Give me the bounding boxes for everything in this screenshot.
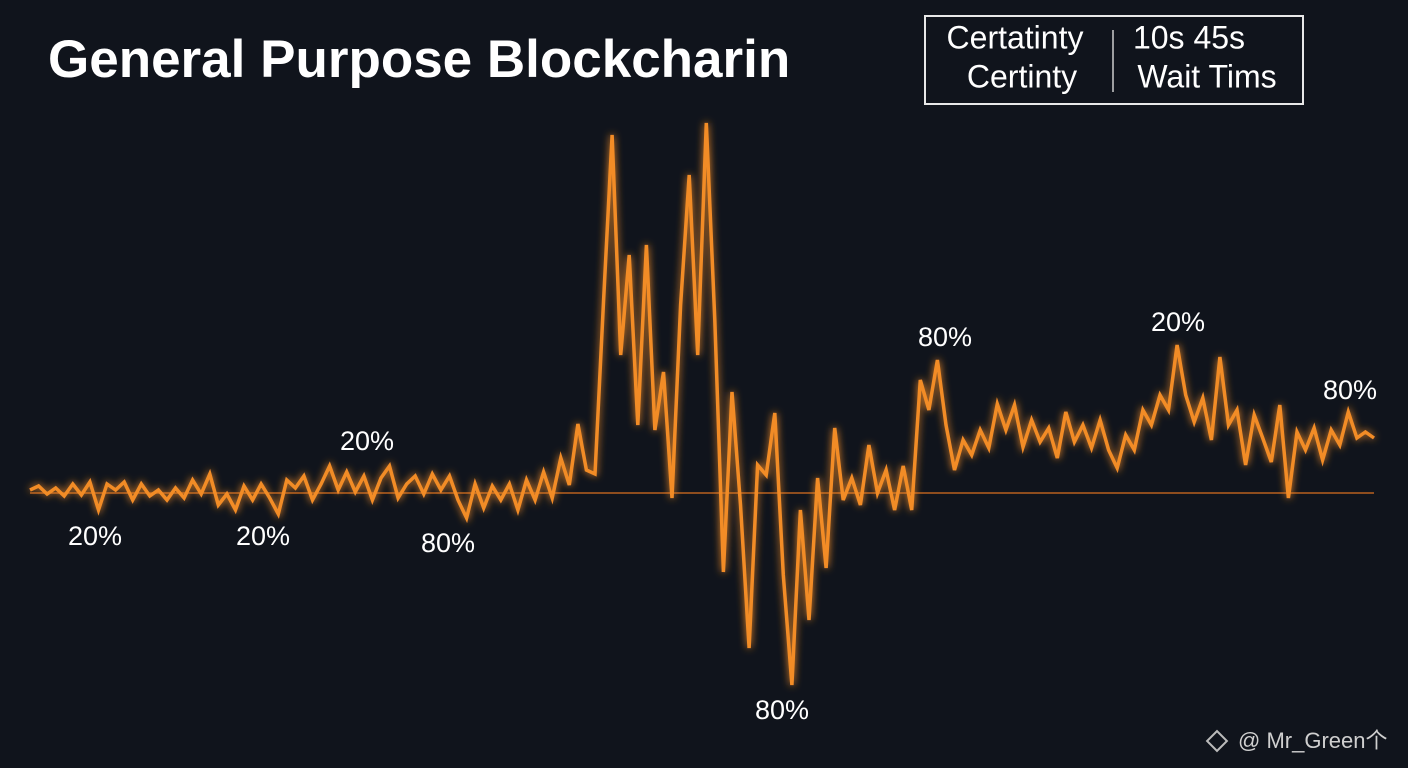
info-box xyxy=(924,15,1304,105)
annotation: 20% xyxy=(236,521,290,551)
annotation: 20% xyxy=(68,521,122,551)
annotation: 20% xyxy=(1151,307,1205,337)
annotation: 80% xyxy=(1323,375,1377,405)
info-text: Certatinty xyxy=(947,19,1084,55)
annotation: 80% xyxy=(755,695,809,725)
annotation: 80% xyxy=(421,528,475,558)
chart-title: General Purpose Blockcharin xyxy=(48,30,790,89)
info-text: Wait Tims xyxy=(1137,58,1276,94)
watermark-icon xyxy=(1205,729,1229,753)
annotation: 20% xyxy=(340,426,394,456)
annotation: 80% xyxy=(918,322,972,352)
info-text: 10s 45s xyxy=(1133,19,1245,55)
line xyxy=(29,122,1376,686)
watermark: @ Mr_Green个 xyxy=(1238,728,1387,753)
info-text: Certinty xyxy=(967,58,1077,94)
